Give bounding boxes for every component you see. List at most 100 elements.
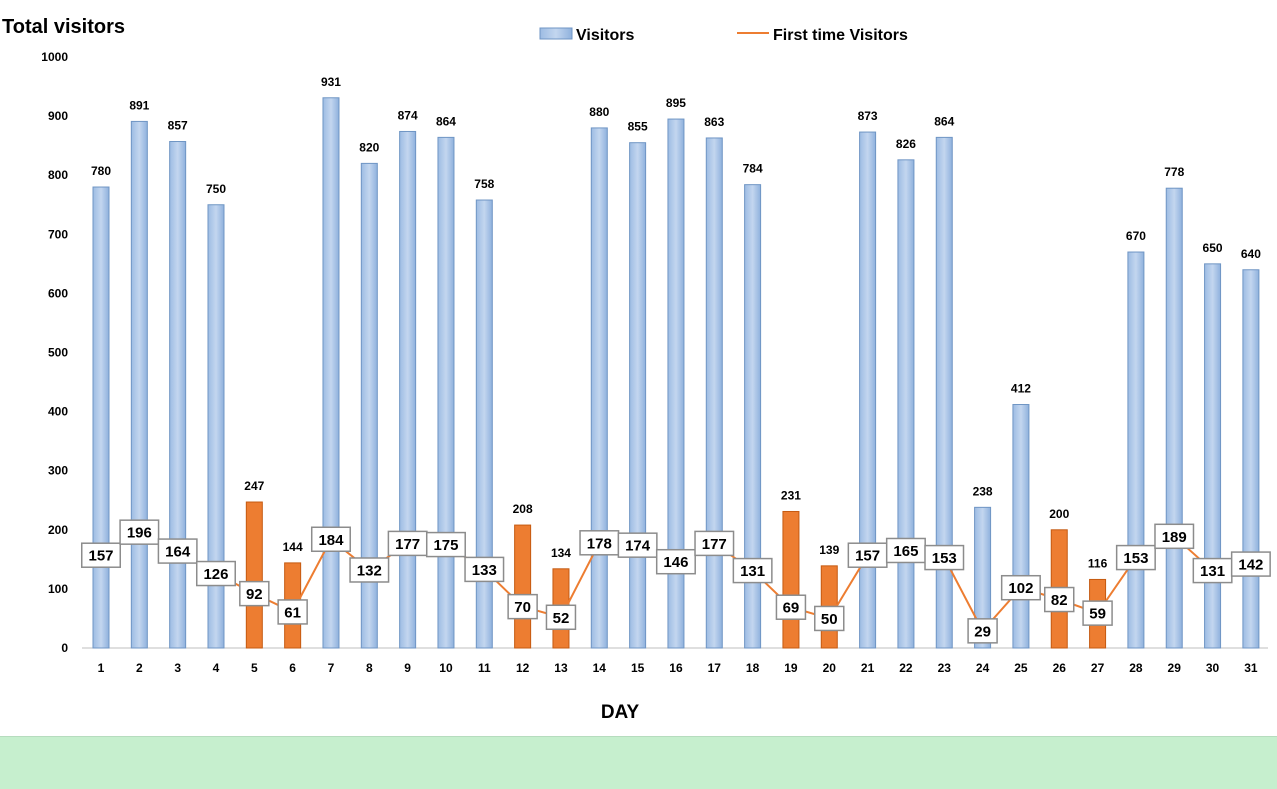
line-label-day-27: 59 bbox=[1089, 606, 1106, 623]
legend-label-first-time-visitors: First time Visitors bbox=[773, 27, 908, 44]
line-label-box bbox=[1000, 574, 1041, 601]
line-label-box bbox=[387, 530, 428, 557]
line-label-day-8: 132 bbox=[357, 562, 382, 579]
y-tick-label: 700 bbox=[48, 227, 68, 241]
x-tick-label: 21 bbox=[861, 661, 875, 675]
bar-visitors-day-12 bbox=[514, 524, 532, 649]
bar-label-day-24: 238 bbox=[973, 484, 993, 498]
line-label-box bbox=[1044, 586, 1075, 613]
bar-visitors-day-19 bbox=[782, 510, 800, 649]
bar-visitors-day-21 bbox=[859, 131, 877, 649]
x-tick-label: 1 bbox=[98, 661, 105, 675]
bar-label-day-4: 750 bbox=[206, 182, 226, 196]
x-tick-label: 23 bbox=[938, 661, 952, 675]
y-tick-label: 100 bbox=[48, 582, 68, 596]
line-label-box bbox=[1082, 600, 1113, 626]
bar-label-day-10: 864 bbox=[436, 114, 456, 128]
bar-label-day-11: 758 bbox=[474, 177, 494, 191]
x-tick-label: 22 bbox=[899, 661, 913, 675]
line-point-day-16: 146 bbox=[655, 548, 696, 575]
line-label-box bbox=[349, 557, 390, 583]
x-tick-label: 9 bbox=[404, 661, 411, 675]
line-point-day-8: 132 bbox=[349, 557, 390, 583]
bar-label-day-6: 144 bbox=[283, 540, 303, 554]
line-point-day-2: 196 bbox=[119, 519, 160, 545]
bar-visitors-day-15 bbox=[629, 142, 647, 649]
bar-visitors-day-23 bbox=[935, 136, 953, 649]
bar-visitors-day-31 bbox=[1242, 269, 1260, 649]
line-label-day-7: 184 bbox=[318, 532, 344, 549]
x-tick-label: 19 bbox=[784, 661, 798, 675]
bar-label-day-16: 895 bbox=[666, 96, 686, 110]
line-label-day-22: 165 bbox=[893, 543, 918, 560]
y-tick-label: 1000 bbox=[41, 50, 68, 64]
x-tick-label: 27 bbox=[1091, 661, 1105, 675]
x-tick-label: 2 bbox=[136, 661, 143, 675]
line-label-day-19: 69 bbox=[783, 600, 800, 617]
x-axis: 1 2 3 4 5 6 7 8 9 10 11 12 13 14 15 16 17 18 19 20 21 22 23 24 2… bbox=[98, 661, 1258, 675]
line-point-day-19: 69 bbox=[775, 594, 807, 620]
line-label-day-24: 29 bbox=[974, 623, 991, 640]
line-point-day-24: 29 bbox=[967, 618, 998, 644]
bar-visitors-day-3 bbox=[169, 141, 187, 649]
line-point-day-23: 153 bbox=[924, 544, 965, 571]
line-label-day-16: 146 bbox=[663, 554, 688, 571]
y-tick-label: 900 bbox=[48, 109, 68, 123]
chart-title: Total visitors bbox=[2, 16, 125, 38]
line-label-box bbox=[617, 532, 658, 558]
line-label-box bbox=[507, 593, 538, 620]
line-point-day-29: 189 bbox=[1154, 523, 1195, 550]
bar-label-day-9: 874 bbox=[398, 108, 418, 122]
line-label-box bbox=[694, 530, 735, 557]
line-label-day-30: 131 bbox=[1200, 563, 1225, 580]
line-label-box bbox=[464, 556, 505, 583]
bar-series-visitors bbox=[92, 97, 1260, 649]
line-label-day-1: 157 bbox=[88, 548, 113, 565]
bar-visitors-day-29 bbox=[1165, 187, 1183, 649]
bar-visitors-day-7 bbox=[322, 97, 340, 649]
line-label-day-6: 61 bbox=[284, 604, 301, 621]
line-label-box bbox=[81, 542, 121, 568]
x-tick-label: 3 bbox=[174, 661, 181, 675]
line-label-day-2: 196 bbox=[127, 525, 152, 542]
line-label-box bbox=[1192, 557, 1233, 584]
bar-label-day-25: 412 bbox=[1011, 382, 1031, 396]
bar-visitors-day-28 bbox=[1127, 251, 1145, 649]
x-tick-label: 8 bbox=[366, 661, 373, 675]
line-point-day-10: 175 bbox=[425, 531, 466, 558]
bar-label-day-17: 863 bbox=[704, 115, 724, 129]
bar-label-day-28: 670 bbox=[1126, 229, 1146, 243]
x-tick-label: 11 bbox=[478, 661, 491, 675]
bar-visitors-day-1 bbox=[92, 186, 110, 649]
line-label-box bbox=[239, 580, 270, 607]
bar-visitors-day-14 bbox=[590, 127, 608, 649]
x-tick-label: 4 bbox=[213, 661, 220, 675]
bar-visitors-day-24 bbox=[974, 506, 992, 649]
line-label-day-9: 177 bbox=[395, 536, 420, 553]
y-tick-label: 0 bbox=[61, 641, 68, 655]
line-point-day-25: 102 bbox=[1000, 574, 1041, 601]
x-tick-label: 18 bbox=[746, 661, 760, 675]
line-point-day-12: 70 bbox=[507, 593, 538, 620]
x-axis-title: DAY bbox=[601, 702, 640, 723]
x-tick-label: 15 bbox=[631, 661, 645, 675]
line-label-box bbox=[775, 594, 807, 620]
line-label-box bbox=[1154, 523, 1195, 550]
bar-label-day-31: 640 bbox=[1241, 247, 1261, 261]
line-point-day-17: 177 bbox=[694, 530, 735, 557]
legend: Visitors First time Visitors bbox=[539, 27, 908, 44]
line-label-box bbox=[310, 526, 351, 553]
line-label-day-25: 102 bbox=[1008, 580, 1033, 597]
line-label-box bbox=[814, 605, 845, 632]
line-label-day-14: 178 bbox=[587, 535, 612, 552]
bar-label-day-12: 208 bbox=[513, 502, 533, 516]
y-tick-label: 500 bbox=[48, 346, 68, 360]
bar-label-day-13: 134 bbox=[551, 546, 571, 560]
y-tick-label: 400 bbox=[48, 405, 68, 419]
line-label-box bbox=[277, 599, 308, 625]
bar-data-labels: 780 891 857 750 247 144 931 820 874 864 758 208 134 8… bbox=[91, 75, 1261, 571]
line-point-day-15: 174 bbox=[617, 532, 658, 558]
x-tick-label: 5 bbox=[251, 661, 258, 675]
line-point-day-26: 82 bbox=[1044, 586, 1075, 613]
x-tick-label: 28 bbox=[1129, 661, 1143, 675]
